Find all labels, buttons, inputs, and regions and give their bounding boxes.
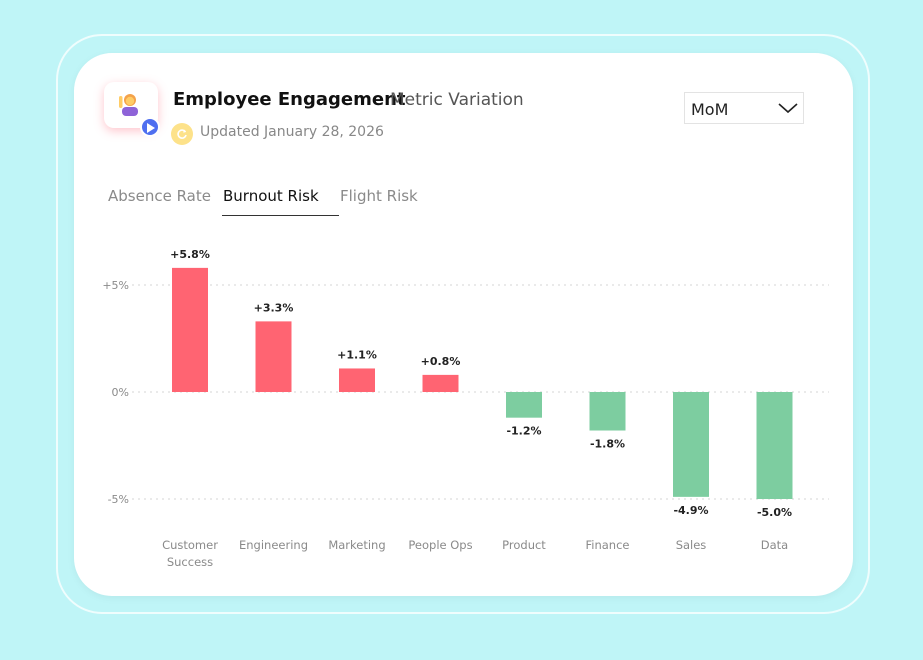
y-tick-label: -5%: [108, 493, 129, 506]
refresh-icon: [171, 123, 193, 145]
period-select[interactable]: MoM: [684, 92, 804, 124]
outer-frame: [56, 34, 870, 614]
bar-value-label: +1.1%: [337, 348, 377, 361]
x-category-label: Customer: [162, 538, 218, 552]
tab-flight-risk[interactable]: Flight Risk: [340, 187, 418, 205]
person-raising-hand-emoji-icon: [119, 94, 138, 116]
bar-value-label: +5.8%: [170, 248, 210, 261]
bar: [172, 267, 208, 392]
page-title: Employee Engagement: [173, 89, 406, 110]
updated-timestamp: Updated January 28, 2026: [200, 124, 384, 140]
bar-value-label: +3.3%: [254, 301, 294, 314]
bar-value-label: -1.2%: [506, 425, 541, 438]
play-icon[interactable]: [140, 117, 160, 137]
bar: [673, 392, 709, 497]
x-category-label: Product: [502, 538, 546, 552]
active-tab-indicator: [222, 215, 339, 216]
bar: [506, 392, 542, 418]
engagement-card: Employee Engagement Metric Variation Upd…: [74, 53, 853, 596]
bar: [589, 392, 626, 431]
bar: [756, 392, 793, 499]
chevron-down-icon: [778, 103, 798, 114]
y-tick-label: +5%: [102, 279, 129, 292]
x-category-label: Data: [761, 538, 788, 552]
bar-value-label: -5.0%: [757, 506, 792, 519]
bar-value-label: -1.8%: [590, 438, 625, 451]
bar: [255, 321, 292, 392]
x-category-label: People Ops: [408, 538, 472, 552]
period-select-value: MoM: [691, 100, 729, 119]
bar: [339, 368, 375, 392]
bar-value-label: -4.9%: [673, 504, 708, 517]
variation-bar-chart: +5% 0% -5% +5.8% Customer Success +3.3% Enginee…: [102, 248, 829, 569]
tab-absence-rate[interactable]: Absence Rate: [108, 187, 211, 205]
y-tick-label: 0%: [112, 386, 129, 399]
page-subtitle: Metric Variation: [390, 90, 524, 110]
x-category-label: Sales: [676, 538, 707, 552]
tab-burnout-risk[interactable]: Burnout Risk: [223, 187, 319, 205]
x-category-label: Engineering: [239, 538, 308, 552]
x-category-label: Finance: [586, 538, 630, 552]
x-category-label: Success: [167, 555, 213, 569]
bar-value-label: +0.8%: [421, 355, 461, 368]
x-category-label: Marketing: [328, 538, 385, 552]
bar: [422, 374, 459, 392]
